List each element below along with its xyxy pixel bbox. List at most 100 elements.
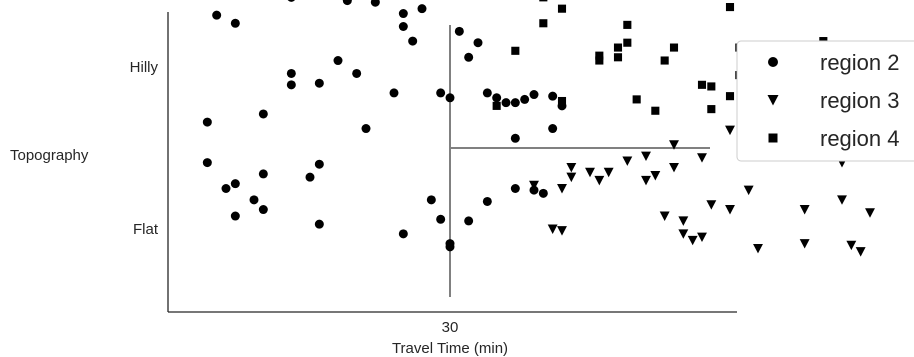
square-point	[511, 46, 520, 55]
legend-label: region 4	[820, 126, 900, 151]
triangle-down-point	[678, 229, 689, 239]
square-point	[623, 38, 632, 47]
square-point	[697, 80, 707, 89]
triangle-down-point	[622, 156, 633, 166]
triangle-down-point	[865, 208, 875, 218]
circle-point	[445, 93, 455, 103]
square-point	[725, 3, 735, 12]
circle-point	[314, 78, 324, 88]
circle-point	[501, 98, 511, 108]
triangle-down-point	[603, 167, 614, 178]
circle-point	[464, 216, 474, 226]
axes	[167, 12, 737, 313]
legend: region 2 region 3 region 4	[736, 40, 914, 162]
circle-point	[286, 68, 296, 78]
triangle-down-point	[566, 172, 577, 183]
square-point	[613, 53, 623, 62]
square-point	[557, 4, 567, 13]
triangle-down-point	[678, 216, 689, 226]
square-point	[707, 82, 716, 91]
triangle-down-point	[557, 226, 567, 236]
x-axis-title: Travel Time (min)	[392, 340, 508, 357]
circle-point	[510, 133, 520, 143]
y-tick-label: Hilly	[130, 59, 159, 76]
triangle-down-point	[725, 125, 735, 136]
circle-point	[314, 159, 324, 169]
reference-lines	[449, 25, 710, 297]
triangle-down-point	[547, 224, 558, 234]
circle-point	[482, 196, 492, 206]
circle-point	[464, 52, 474, 62]
square-point	[651, 106, 660, 115]
square-point	[660, 56, 669, 65]
square-point	[492, 101, 501, 110]
circle-point	[230, 18, 240, 28]
triangle-down-point	[799, 239, 810, 249]
circle-point	[398, 229, 408, 239]
square-point	[669, 43, 679, 52]
circle-point	[510, 184, 520, 193]
triangle-down-point	[837, 195, 847, 205]
x-tick-label: 30	[442, 319, 459, 336]
triangle-down-point	[641, 151, 651, 162]
circle-point	[510, 98, 520, 108]
legend-marker	[768, 57, 778, 67]
circle-point	[230, 211, 240, 221]
square-point	[595, 56, 604, 65]
circle-point	[398, 9, 408, 19]
circle-point	[202, 158, 212, 168]
circle-point	[445, 242, 455, 252]
legend-marker	[768, 133, 778, 143]
triangle-down-point	[669, 162, 679, 173]
circle-point	[333, 56, 343, 66]
triangle-down-point	[706, 200, 717, 210]
circle-point	[287, 0, 295, 2]
square-point	[632, 95, 641, 104]
triangle-down-point	[557, 184, 567, 194]
circle-point	[221, 184, 231, 193]
circle-point	[286, 80, 296, 90]
triangle-down-point	[594, 175, 605, 186]
triangle-down-point	[669, 140, 679, 150]
series-region-2	[202, 0, 567, 252]
circle-point	[305, 172, 315, 182]
square-point	[539, 19, 548, 28]
square-point	[557, 96, 567, 106]
circle-point	[342, 0, 352, 6]
triangle-down-point	[566, 162, 577, 173]
circle-point	[361, 124, 371, 134]
circle-point	[482, 88, 492, 98]
triangle-down-point	[529, 180, 539, 191]
triangle-down-point	[855, 247, 866, 257]
circle-point	[212, 10, 222, 20]
y-axis-title: Topography	[10, 147, 89, 164]
triangle-down-point	[585, 167, 595, 178]
triangle-down-point	[846, 240, 857, 251]
triangle-down-point	[697, 153, 707, 163]
circle-point	[454, 26, 464, 36]
triangle-down-point	[743, 185, 754, 196]
tick-labels: 30 Flat Hilly	[130, 59, 459, 336]
circle-point	[538, 188, 548, 198]
circle-point	[520, 94, 530, 104]
triangle-down-point	[659, 211, 670, 221]
circle-point	[548, 124, 558, 134]
circle-point	[249, 195, 259, 205]
circle-point	[473, 38, 483, 48]
circle-point	[492, 93, 502, 103]
triangle-down-point	[687, 235, 698, 246]
circle-point	[436, 88, 446, 98]
circle-point	[398, 22, 408, 31]
legend-label: region 2	[820, 50, 900, 75]
triangle-down-point	[650, 171, 661, 181]
y-tick-label: Flat	[133, 221, 159, 238]
circle-point	[202, 117, 212, 127]
square-point	[539, 0, 548, 2]
square-point	[613, 43, 623, 52]
legend-label: region 3	[820, 88, 900, 113]
circle-point	[426, 195, 436, 205]
triangle-down-point	[753, 243, 763, 254]
triangle-down-point	[697, 232, 707, 243]
circle-point	[352, 68, 362, 78]
